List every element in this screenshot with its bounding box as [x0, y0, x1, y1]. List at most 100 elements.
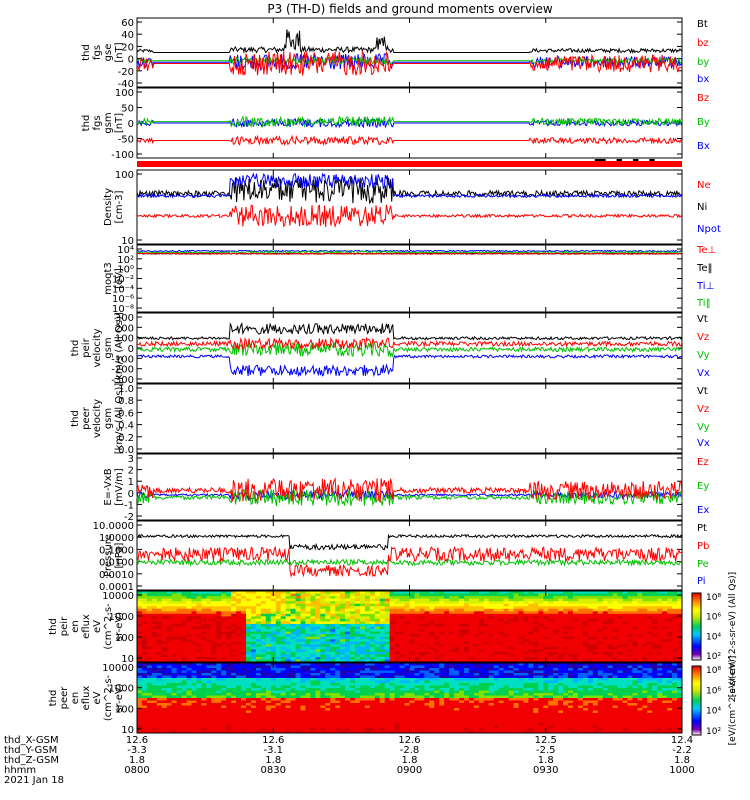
heatmap-peir-cell: [518, 596, 524, 600]
heatmap-peer-cell: [260, 703, 267, 706]
heatmap-peir-cell: [612, 611, 618, 615]
heatmap-peir-cell: [151, 649, 158, 653]
heatmap-peir-cell: [241, 623, 247, 627]
heatmap-peir-cell: [483, 649, 490, 653]
heatmap-peir-cell: [439, 644, 445, 648]
heatmap-peir-cell: [379, 639, 386, 643]
heatmap-peir-cell: [290, 623, 296, 627]
heatmap-peer-cell: [191, 708, 197, 711]
heatmap-peir-cell: [186, 641, 192, 645]
heatmap-peir-cell: [573, 618, 579, 622]
heatmap-peir-cell: [166, 636, 173, 640]
heatmap-peir-cell: [270, 608, 277, 612]
heatmap-peir-cell: [246, 613, 252, 617]
heatmap-peer-cell: [226, 663, 232, 666]
heatmap-peer-cell: [255, 700, 262, 704]
heatmap-peer-cell: [166, 720, 173, 724]
heatmap-peer-cell: [295, 690, 301, 694]
heatmap-peir-cell: [459, 606, 465, 610]
heatmap-peer-cell: [404, 700, 410, 704]
heatmap-peir-cell: [483, 646, 490, 650]
heatmap-peir-cell: [577, 629, 584, 632]
heatmap-peir-cell: [409, 623, 415, 627]
heatmap-peir-cell: [493, 593, 500, 597]
heatmap-peer-cell: [330, 720, 336, 724]
heatmap-peer-cell: [226, 708, 232, 711]
series-npot: [136, 172, 683, 199]
heatmap-peer-cell: [285, 700, 291, 704]
panel-fgs-gse-ytick: 60: [121, 18, 134, 29]
heatmap-peir-cell: [563, 611, 569, 615]
heatmap-peer-cell: [335, 708, 341, 711]
heatmap-peer-cell: [186, 700, 192, 704]
heatmap-peir-cell: [548, 644, 554, 648]
heatmap-peir-cell: [206, 593, 212, 597]
heatmap-peir-cell: [483, 613, 490, 617]
heatmap-peir-cell: [409, 598, 415, 602]
heatmap-peir-cell: [364, 601, 371, 605]
heatmap-peir-cell: [652, 631, 658, 635]
heatmap-peir-cell: [364, 623, 371, 627]
heatmap-peir-cell: [265, 651, 272, 655]
heatmap-peir-cell: [310, 596, 316, 600]
heatmap-peir-cell: [473, 603, 480, 607]
heatmap-peir-cell: [265, 601, 272, 605]
heatmap-peer-cell: [196, 730, 202, 734]
heatmap-peir-cell: [632, 608, 638, 612]
heatmap-peer-cell: [389, 663, 396, 666]
heatmap-peer-cell: [404, 723, 410, 726]
heatmap-peer-cell: [290, 693, 296, 696]
heatmap-peir-cell: [473, 639, 480, 643]
heatmap-peir-cell: [330, 631, 336, 635]
heatmap-peir-cell: [265, 636, 272, 640]
heatmap-peir-cell: [340, 611, 346, 615]
heatmap-peir-cell: [409, 601, 415, 605]
heatmap-peer-cell: [146, 693, 153, 696]
heatmap-peer-cell: [300, 678, 306, 681]
heatmap-peer-cell: [355, 685, 361, 689]
heatmap-peir-cell: [637, 634, 643, 638]
legend-npot: Npot: [697, 224, 721, 235]
heatmap-peir-cell: [404, 631, 410, 635]
heatmap-peir-cell: [444, 613, 450, 617]
heatmap-peir-cell: [300, 616, 306, 620]
heatmap-peer-cell: [409, 695, 415, 699]
heatmap-peer-cell: [216, 693, 222, 696]
heatmap-peir-cell: [468, 644, 475, 648]
heatmap-peer-cell: [310, 720, 316, 724]
heatmap-peir-cell: [429, 591, 435, 594]
heatmap-peir-cell: [404, 591, 410, 594]
heatmap-peir-cell: [196, 596, 202, 600]
heatmap-peir-cell: [335, 591, 341, 594]
heatmap-peer-cell: [216, 708, 222, 711]
heatmap-peir-cell: [394, 656, 400, 660]
heatmap-peir-cell: [340, 591, 346, 594]
heatmap-peer-cell: [345, 705, 351, 709]
heatmap-peer-cell: [265, 693, 272, 696]
heatmap-peir-cell: [216, 654, 222, 658]
heatmap-peir-cell: [637, 629, 643, 632]
heatmap-peir-cell: [161, 621, 168, 625]
heatmap-peir-cell: [647, 629, 653, 632]
heatmap-peir-cell: [389, 644, 396, 648]
heatmap-peir-cell: [488, 593, 495, 597]
heatmap-peir-cell: [246, 644, 252, 648]
heatmap-peer-cell: [181, 725, 187, 729]
heatmap-peer-cell: [295, 665, 301, 669]
heatmap-peir-cell: [369, 606, 376, 610]
heatmap-peir-cell: [320, 636, 326, 640]
heatmap-peir-cell: [652, 659, 658, 663]
heatmap-peir-cell: [137, 618, 143, 622]
heatmap-peir-cell: [265, 618, 272, 622]
heatmap-peir-cell: [384, 639, 391, 643]
heatmap-peir-cell: [498, 636, 505, 640]
heatmap-peir-cell: [538, 601, 544, 605]
heatmap-peir-cell: [250, 618, 257, 622]
heatmap-peer-cell: [176, 663, 182, 666]
heatmap-peir-cell: [310, 621, 316, 625]
heatmap-peir-cell: [434, 601, 440, 605]
heatmap-peer-cell: [364, 665, 371, 669]
heatmap-peir-cell: [226, 644, 232, 648]
heatmap-peir-cell: [592, 603, 599, 607]
heatmap-peir-cell: [156, 606, 163, 610]
